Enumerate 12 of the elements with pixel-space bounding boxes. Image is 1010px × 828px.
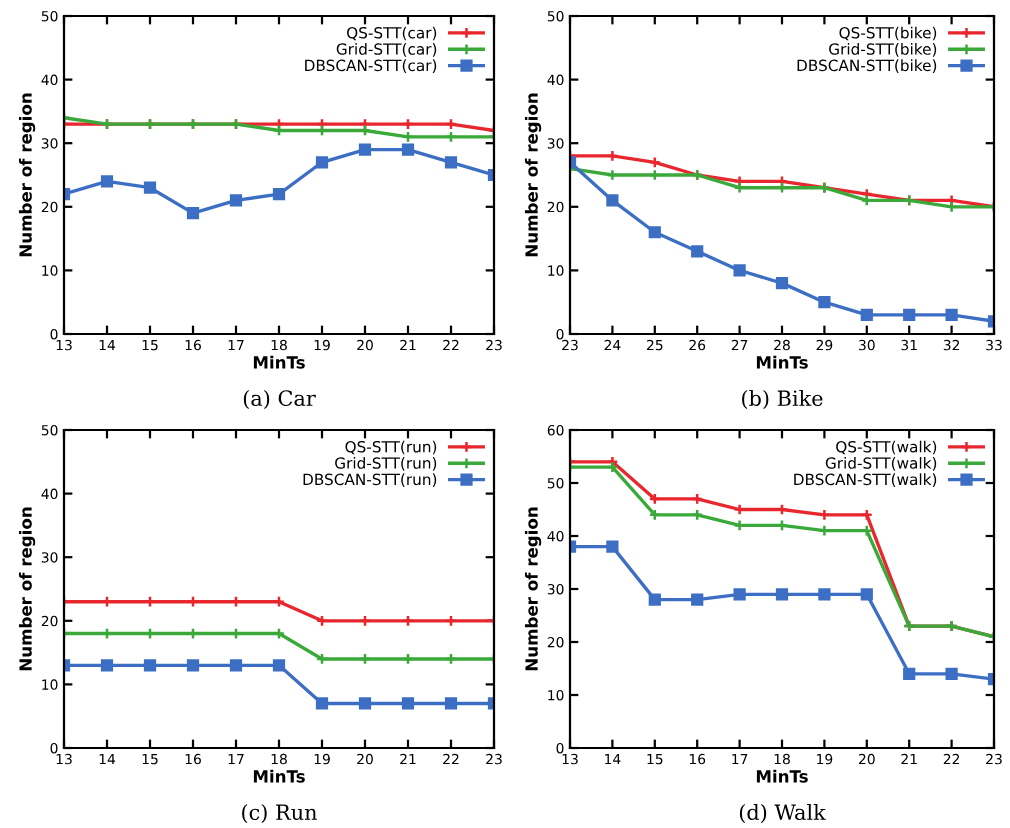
x-axis-title: MinTs <box>756 769 808 783</box>
y-axis-title: Number of region <box>18 507 36 671</box>
y-axis-title: Number of region <box>524 93 542 257</box>
text: (a) Car <box>243 389 316 409</box>
text: (d) Walk <box>739 803 826 823</box>
x-axis-title: MinTs <box>756 355 808 369</box>
y-axis-title: Number of region <box>524 507 542 671</box>
text: (b) Bike <box>742 389 823 409</box>
x-axis-title: MinTs <box>253 769 305 783</box>
text: (c) Run <box>242 803 317 823</box>
x-axis-title: MinTs <box>253 355 305 369</box>
y-axis-title: Number of region <box>18 93 36 257</box>
